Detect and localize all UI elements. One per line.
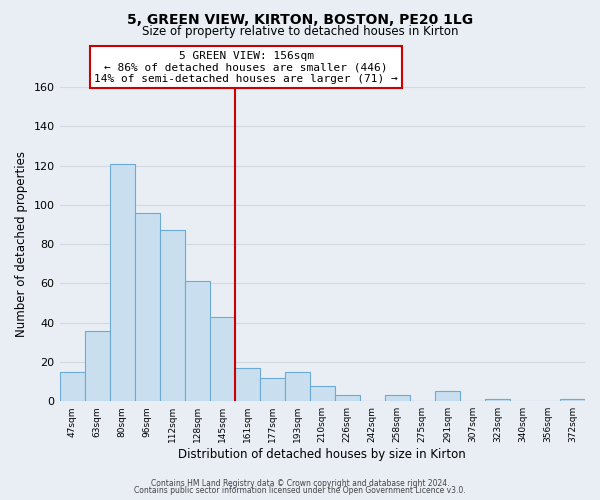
Text: Contains public sector information licensed under the Open Government Licence v3: Contains public sector information licen… xyxy=(134,486,466,495)
Bar xyxy=(235,368,260,401)
Bar xyxy=(285,372,310,401)
Text: Size of property relative to detached houses in Kirton: Size of property relative to detached ho… xyxy=(142,25,458,38)
Text: 5 GREEN VIEW: 156sqm
← 86% of detached houses are smaller (446)
14% of semi-deta: 5 GREEN VIEW: 156sqm ← 86% of detached h… xyxy=(94,50,398,84)
Bar xyxy=(110,164,134,401)
Bar xyxy=(310,386,335,401)
Bar xyxy=(85,330,110,401)
Bar xyxy=(485,399,510,401)
Bar xyxy=(134,212,160,401)
Bar xyxy=(385,396,410,401)
Bar xyxy=(209,317,235,401)
Text: Contains HM Land Registry data © Crown copyright and database right 2024.: Contains HM Land Registry data © Crown c… xyxy=(151,478,449,488)
X-axis label: Distribution of detached houses by size in Kirton: Distribution of detached houses by size … xyxy=(178,448,466,461)
Bar xyxy=(185,282,209,401)
Bar xyxy=(560,399,585,401)
Bar xyxy=(260,378,285,401)
Text: 5, GREEN VIEW, KIRTON, BOSTON, PE20 1LG: 5, GREEN VIEW, KIRTON, BOSTON, PE20 1LG xyxy=(127,12,473,26)
Bar xyxy=(59,372,85,401)
Y-axis label: Number of detached properties: Number of detached properties xyxy=(15,151,28,337)
Bar xyxy=(160,230,185,401)
Bar xyxy=(335,396,360,401)
Bar xyxy=(435,392,460,401)
